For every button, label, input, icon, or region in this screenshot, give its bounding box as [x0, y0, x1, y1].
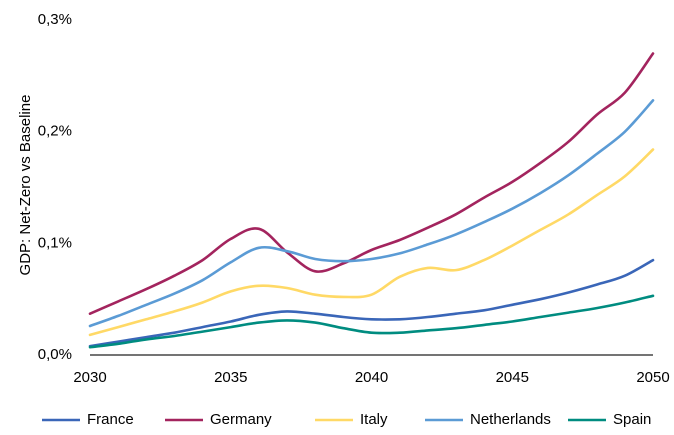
legend-label-germany: Germany — [210, 411, 272, 428]
y-tick-label: 0,3% — [38, 11, 72, 28]
legend-label-france: France — [87, 411, 134, 428]
x-tick-label: 2050 — [636, 369, 669, 386]
series-line-italy — [88, 148, 655, 337]
series-line-spain — [88, 294, 655, 349]
y-tick-label: 0,0% — [38, 346, 72, 363]
series-line-germany — [88, 52, 655, 315]
legend-label-spain: Spain — [613, 411, 651, 428]
series-lines — [88, 52, 655, 349]
x-tick-label: 2030 — [73, 369, 106, 386]
legend-label-italy: Italy — [360, 411, 388, 428]
legend: France Germany Italy Netherlands Spain — [42, 411, 651, 428]
series-line-netherlands — [88, 99, 655, 328]
x-tick-label: 2045 — [496, 369, 529, 386]
y-tick-label: 0,1% — [38, 234, 72, 251]
x-tick-label: 2035 — [214, 369, 247, 386]
legend-label-netherlands: Netherlands — [470, 411, 551, 428]
y-tick-label: 0,2% — [38, 123, 72, 140]
x-axis-ticks: 2030 2035 2040 2045 2050 — [73, 369, 669, 386]
x-tick-label: 2040 — [355, 369, 388, 386]
y-axis-ticks: 0,0% 0,1% 0,2% 0,3% — [38, 11, 72, 363]
series-line-france — [88, 258, 655, 348]
y-axis-label: GDP: Net-Zero vs Baseline — [17, 95, 34, 276]
